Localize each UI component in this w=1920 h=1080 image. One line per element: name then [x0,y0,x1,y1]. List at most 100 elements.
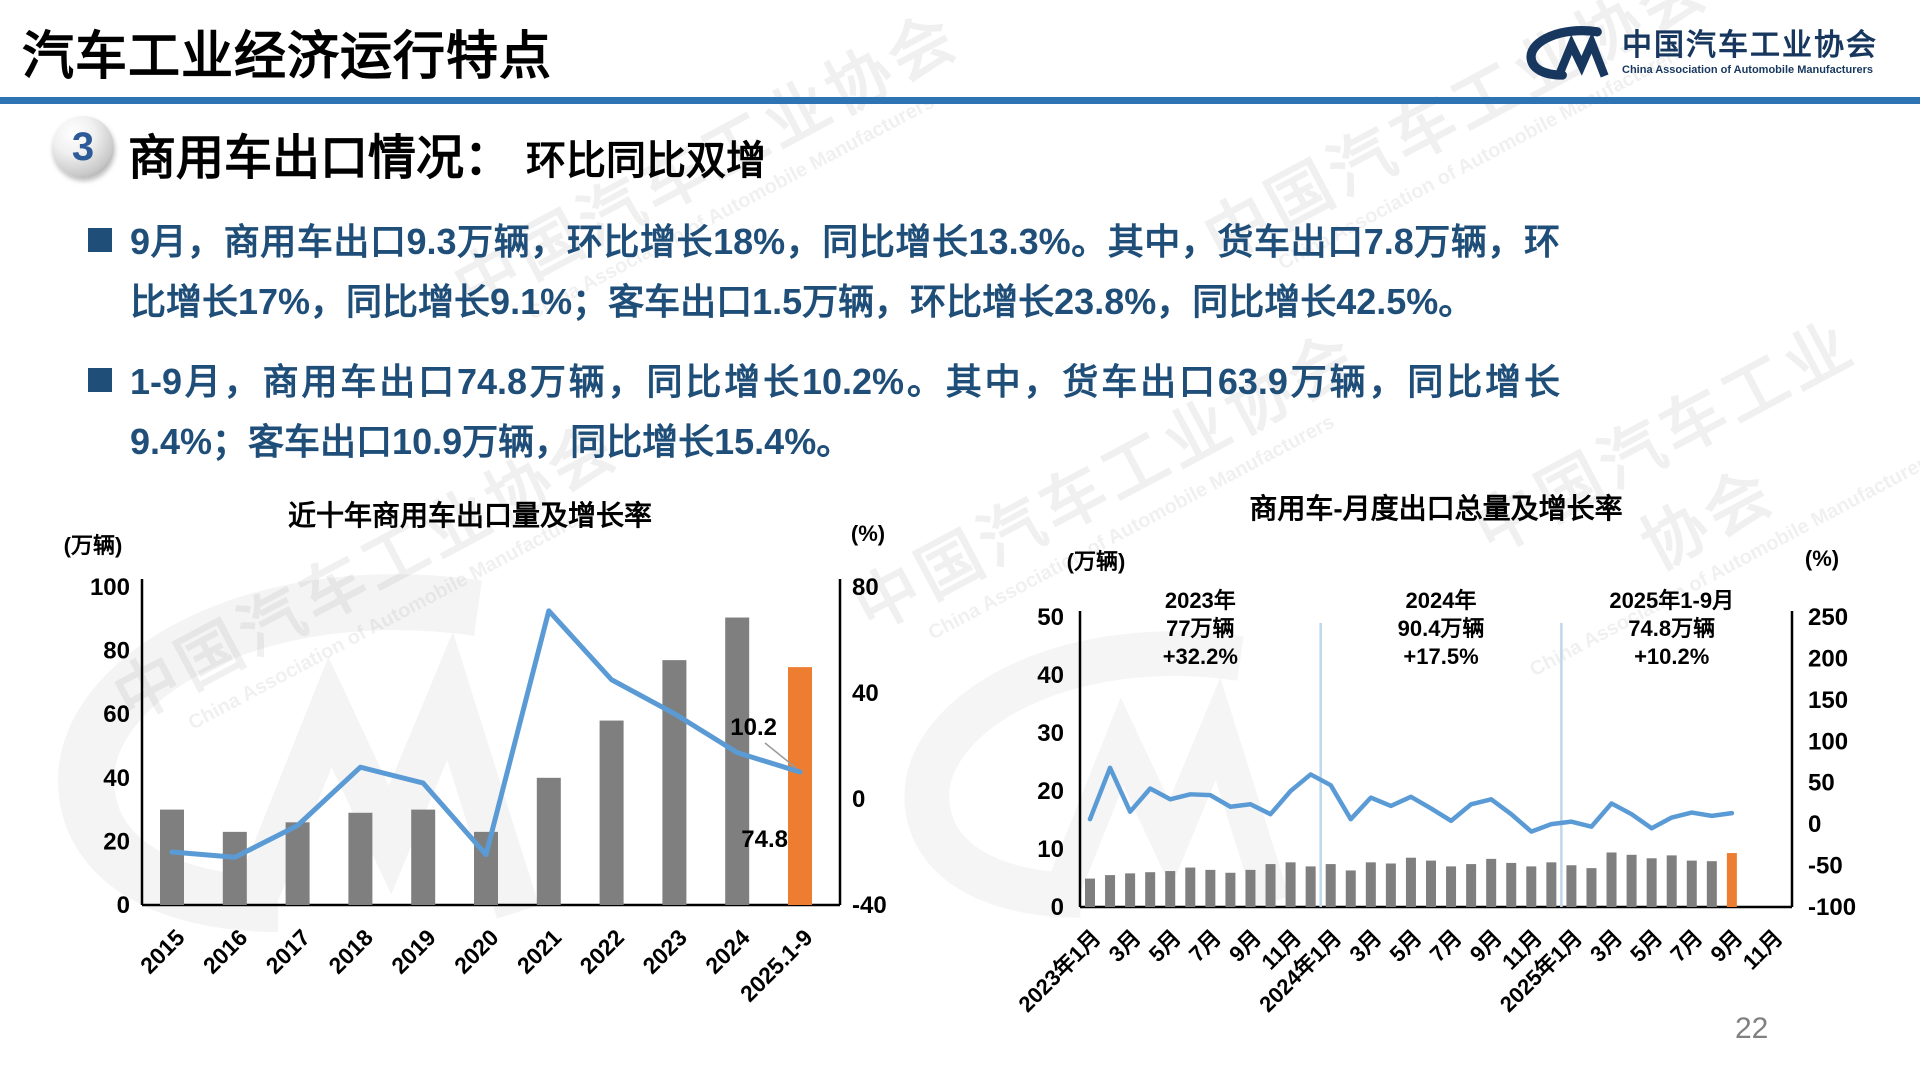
left-axis-tick: 30 [1037,720,1064,747]
left-axis-tick: 80 [103,638,130,665]
left-axis-unit: (万辆) [1067,549,1126,574]
monthly-export-bar [1225,872,1236,907]
title-divider-rule [0,97,1920,104]
monthly-export-bar [1646,858,1657,907]
right-axis-unit: (%) [851,521,885,546]
monthly-export-bar [1486,858,1497,907]
export-volume-bar [536,777,561,905]
year-summary-annotation: +10.2% [1634,644,1709,669]
right-axis-tick: -50 [1808,853,1843,880]
export-volume-bar [725,617,750,905]
monthly-export-bar [1566,865,1577,907]
right-axis-tick: -100 [1808,894,1856,921]
monthly-export-bar [1626,854,1637,907]
x-axis-label: 3月 [1344,925,1386,967]
chart-title: 商用车-月度出口总量及增长率 [1249,492,1622,524]
label-connector-line [764,742,797,769]
x-axis-label: 2016 [198,924,253,979]
monthly-export-bar [1466,864,1477,907]
x-axis-label: 2018 [323,924,378,979]
monthly-export-bar [1606,852,1617,907]
logo-cn-text: 中国汽车工业协会 [1622,29,1878,63]
year-summary-annotation: 2024年 [1406,588,1477,613]
page-number: 22 [1735,1012,1769,1045]
bullet-square-icon [88,228,112,252]
year-summary-annotation: 77万辆 [1166,616,1234,641]
monthly-export-bar [1426,860,1436,907]
left-axis-tick: 0 [117,892,130,919]
x-axis-label: 2019 [386,924,441,979]
right-axis-tick: 250 [1808,604,1848,631]
logo-en-text: China Association of Automobile Manufact… [1622,63,1873,76]
monthly-export-bar [1666,855,1677,907]
x-axis-label: 2022 [575,924,630,979]
left-axis-tick: 50 [1037,604,1064,631]
x-axis-label: 3月 [1585,925,1627,967]
left-axis-tick: 10 [1037,836,1064,863]
monthly-export-bar [1405,857,1416,907]
growth-rate-line [169,608,803,860]
bullet-item: 9月，商用车出口9.3万辆，环比增长18%，同比增长13.3%。其中，货车出口7… [88,212,1568,332]
x-axis-label: 5月 [1385,925,1427,967]
monthly-export-bar [1686,860,1697,907]
caam-logo: 中国汽车工业协会 China Association of Automobile… [1520,22,1878,84]
left-axis-tick: 0 [1051,894,1064,921]
left-axis-tick: 40 [1037,662,1064,689]
year-summary-annotation: +17.5% [1403,644,1478,669]
export-volume-bar [222,831,247,905]
monthly-export-bar [1205,869,1216,907]
x-axis-label: 2023年1月 [1013,925,1105,1017]
export-volume-bar [160,809,184,905]
monthly-export-bar [1546,862,1557,907]
right-axis-tick: 150 [1808,687,1848,714]
left-axis-tick: 40 [103,765,130,792]
right-axis-tick: 200 [1808,645,1848,672]
monthly-export-bar [1726,853,1737,907]
export-volume-bar [348,812,373,905]
x-axis-label: 7月 [1425,925,1467,967]
right-axis-tick: 40 [852,680,879,707]
x-axis-label: 5月 [1625,925,1667,967]
export-volume-bar [285,822,310,905]
x-axis-label: 7月 [1184,925,1226,967]
monthly-export-bar [1365,862,1376,907]
monthly-export-bar [1446,866,1457,907]
monthly-export-bar [1285,862,1296,907]
monthly-export-bar [1185,867,1196,907]
chart-title: 近十年商用车出口量及增长率 [288,499,652,531]
monthly-export-bar [1706,861,1717,907]
monthly-export-chart: 商用车-月度出口总量及增长率 (万辆) (%) 0 10 20 30 40 50 -100 -50 0… [1013,492,1856,1017]
bullet-text: 9月，商用车出口9.3万辆，环比增长18%，同比增长13.3%。其中，货车出口7… [130,221,1560,322]
year-summary-annotation: 90.4万辆 [1398,616,1485,641]
bullet-item: 1-9月，商用车出口74.8万辆，同比增长10.2%。其中，货车出口63.9万辆… [88,352,1568,472]
right-axis-tick: -40 [852,892,887,919]
section-heading-main: 商用车出口情况： [128,132,513,185]
export-volume-bar [662,660,687,905]
section-heading: 商用车出口情况： 环比同比双增 [128,118,766,188]
right-axis-tick: 80 [852,574,879,601]
left-axis-tick: 100 [90,574,130,601]
x-axis-label: 2021 [512,924,567,979]
right-axis-tick: 50 [1808,770,1835,797]
page-title: 汽车工业经济运行特点 [22,28,553,86]
monthly-export-bar [1586,868,1597,907]
export-volume-bar [788,667,812,905]
export-volume-bar [411,809,436,905]
right-axis-tick: 100 [1808,728,1848,755]
monthly-export-bar [1085,878,1095,907]
x-axis-label: 7月 [1665,925,1707,967]
monthly-export-bar [1385,863,1396,907]
left-axis-unit: (万辆) [64,533,123,558]
x-axis-label: 2020 [449,924,504,979]
year-summary-annotation: 2025年1-9月 [1609,588,1734,613]
year-summary-annotation: 74.8万辆 [1628,616,1715,641]
x-axis-label: 11月 [1738,925,1788,975]
section-heading-sub: 环比同比双增 [526,139,767,183]
monthly-export-bar [1506,862,1517,907]
monthly-export-bar [1165,871,1176,907]
x-axis-label: 2023 [637,924,692,979]
bullet-square-icon [88,368,112,392]
right-axis-unit: (%) [1805,546,1839,571]
left-axis-tick: 60 [103,701,130,728]
